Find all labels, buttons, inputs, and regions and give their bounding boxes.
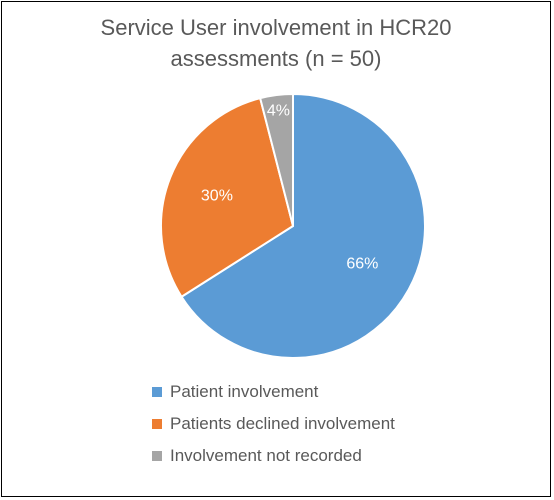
- legend-label: Patient involvement: [170, 382, 319, 401]
- legend-item-not-recorded: Involvement not recorded: [152, 440, 395, 472]
- pie-slice-not-recorded: [259, 93, 294, 227]
- slice-data-label: 66%: [346, 256, 378, 273]
- slice-data-label: 30%: [201, 187, 233, 204]
- chart-title: Service User involvement in HCR20 assess…: [0, 12, 552, 74]
- legend-label: Involvement not recorded: [170, 446, 362, 465]
- chart-title-line-1: Service User involvement in HCR20: [100, 15, 452, 40]
- chart-legend: Patient involvement Patients declined in…: [152, 376, 395, 472]
- chart-title-line-2: assessments (n = 50): [170, 46, 382, 71]
- legend-swatch: [152, 419, 162, 429]
- legend-swatch: [152, 387, 162, 397]
- legend-swatch: [152, 451, 162, 461]
- pie-slice-patients-declined: [160, 97, 294, 298]
- slice-data-label: 4%: [267, 102, 290, 119]
- legend-label: Patients declined involvement: [170, 414, 395, 433]
- legend-item-patients-declined: Patients declined involvement: [152, 408, 395, 440]
- pie-slice-patient-involvement: [180, 93, 426, 359]
- legend-item-patient-involvement: Patient involvement: [152, 376, 395, 408]
